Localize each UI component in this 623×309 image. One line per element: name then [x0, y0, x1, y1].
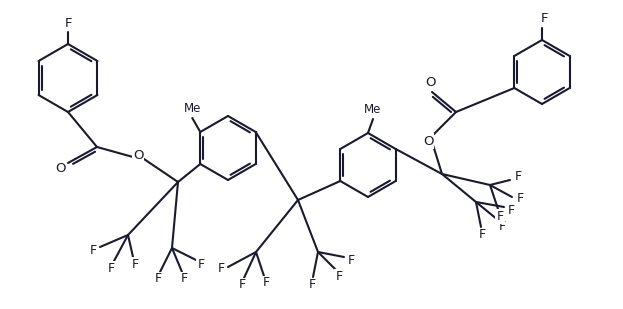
Text: F: F: [515, 170, 521, 183]
Text: F: F: [497, 210, 503, 222]
Text: F: F: [348, 253, 354, 266]
Text: F: F: [540, 11, 548, 24]
Text: F: F: [217, 263, 224, 276]
Text: O: O: [133, 149, 143, 162]
Text: F: F: [262, 277, 270, 290]
Text: F: F: [239, 278, 245, 291]
Text: F: F: [498, 219, 505, 232]
Text: F: F: [516, 193, 523, 205]
Text: F: F: [478, 228, 485, 242]
Text: F: F: [155, 273, 161, 286]
Text: F: F: [90, 243, 97, 256]
Text: F: F: [508, 204, 515, 217]
Text: O: O: [423, 134, 433, 147]
Text: O: O: [425, 75, 435, 88]
Text: F: F: [197, 257, 204, 270]
Text: O: O: [55, 162, 65, 175]
Text: Me: Me: [184, 101, 201, 115]
Text: Me: Me: [364, 103, 382, 116]
Text: F: F: [131, 257, 138, 270]
Text: F: F: [181, 273, 188, 286]
Text: F: F: [335, 269, 343, 282]
Text: F: F: [107, 261, 115, 274]
Text: F: F: [64, 16, 72, 29]
Text: F: F: [308, 278, 316, 291]
